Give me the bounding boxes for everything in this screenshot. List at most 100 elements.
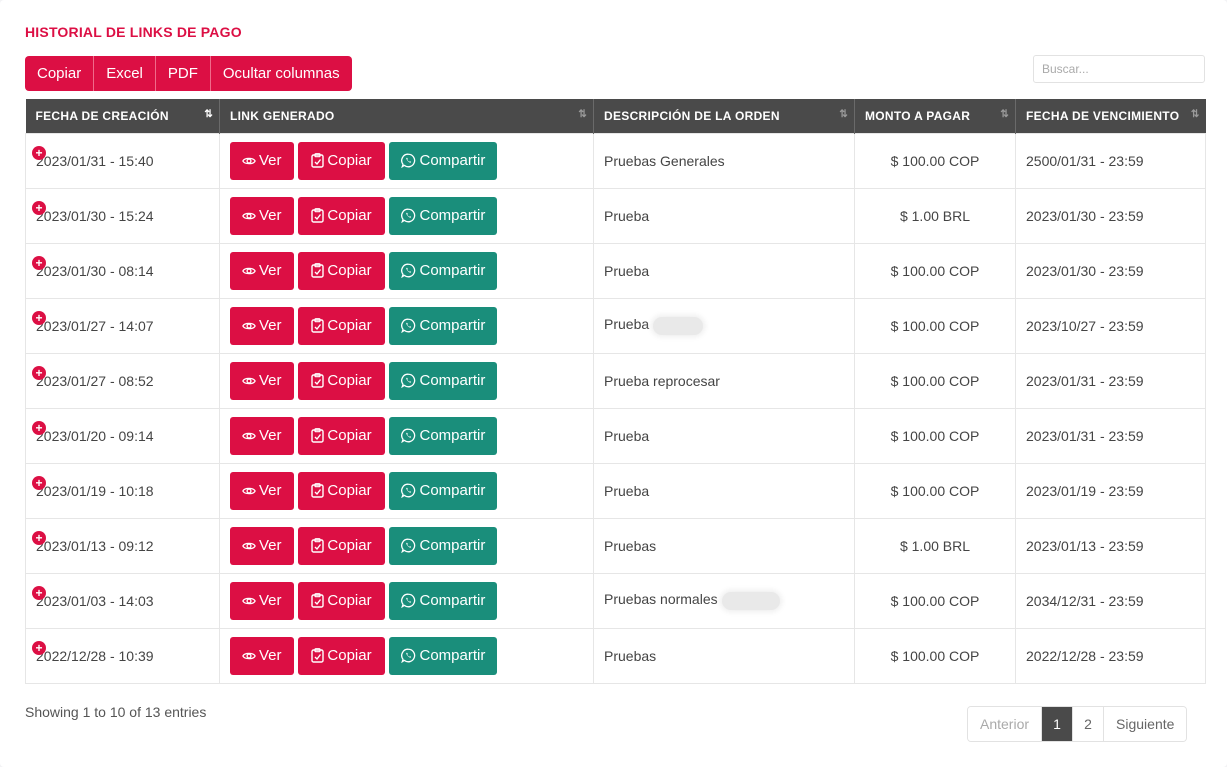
- expiration-cell: 2034/12/31 - 23:59: [1015, 572, 1206, 629]
- view-link-button[interactable]: Ver: [230, 251, 294, 290]
- expiration-cell: 2500/01/31 - 23:59: [1015, 132, 1206, 189]
- link-actions-cell: Ver Copiar Compartir: [219, 627, 594, 684]
- copy-link-button[interactable]: Copiar: [298, 251, 385, 290]
- column-header-link[interactable]: LINK GENERADO ⇅: [219, 99, 594, 133]
- expand-row-icon[interactable]: +: [32, 200, 46, 215]
- view-link-button[interactable]: Ver: [230, 581, 294, 620]
- share-whatsapp-button[interactable]: Compartir: [389, 196, 498, 235]
- created-date: 2022/12/28 - 10:39: [36, 647, 154, 664]
- share-whatsapp-button[interactable]: Compartir: [389, 361, 498, 400]
- search-input[interactable]: [1033, 55, 1205, 83]
- expand-row-icon[interactable]: +: [32, 585, 46, 600]
- created-date: 2023/01/03 - 14:03: [36, 592, 154, 609]
- expiration-cell: 2023/01/30 - 23:59: [1015, 242, 1206, 299]
- created-cell: + 2023/01/20 - 09:14: [25, 407, 220, 464]
- expiration-cell: 2023/10/27 - 23:59: [1015, 297, 1206, 354]
- sort-icon: ⇅: [839, 109, 848, 120]
- link-actions-cell: Ver Copiar Compartir: [219, 297, 594, 354]
- table-row: + 2023/01/30 - 15:24 Ver Copiar Comparti…: [25, 187, 1206, 244]
- clipboard-icon: [311, 593, 325, 608]
- pagination-prev-button[interactable]: Anterior: [968, 707, 1043, 741]
- created-cell: + 2023/01/27 - 14:07: [25, 297, 220, 354]
- created-date: 2023/01/31 - 15:40: [36, 152, 154, 169]
- whatsapp-icon: [401, 208, 416, 223]
- expand-row-icon[interactable]: +: [32, 255, 46, 270]
- description-text: Prueba: [604, 427, 650, 444]
- expand-row-icon[interactable]: +: [32, 310, 46, 325]
- view-link-button[interactable]: Ver: [230, 141, 294, 180]
- share-whatsapp-button[interactable]: Compartir: [389, 416, 498, 455]
- description-cell: Pruebas Generales: [593, 132, 855, 189]
- table-row: + 2023/01/03 - 14:03 Ver Copiar Comparti…: [25, 572, 1206, 629]
- column-header-amount[interactable]: MONTO A PAGAR ⇅: [854, 99, 1016, 133]
- created-date: 2023/01/13 - 09:12: [36, 537, 154, 554]
- column-header-created[interactable]: FECHA DE CREACIÓN ⇅: [25, 99, 220, 133]
- expiration-cell: 2023/01/30 - 23:59: [1015, 187, 1206, 244]
- share-whatsapp-button[interactable]: Compartir: [389, 526, 498, 565]
- whatsapp-icon: [401, 593, 416, 608]
- description-text: Prueba: [604, 207, 650, 224]
- share-whatsapp-button[interactable]: Compartir: [389, 306, 498, 345]
- view-link-button[interactable]: Ver: [230, 526, 294, 565]
- eye-icon: [242, 652, 256, 659]
- link-actions-cell: Ver Copiar Compartir: [219, 352, 594, 409]
- whatsapp-icon: [401, 428, 416, 443]
- view-link-button[interactable]: Ver: [230, 361, 294, 400]
- expand-row-icon[interactable]: +: [32, 420, 46, 435]
- copy-link-button[interactable]: Copiar: [298, 416, 385, 455]
- copy-link-button[interactable]: Copiar: [298, 141, 385, 180]
- copy-link-button[interactable]: Copiar: [298, 196, 385, 235]
- description-text: Prueba: [604, 262, 650, 279]
- view-link-button[interactable]: Ver: [230, 196, 294, 235]
- links-table: FECHA DE CREACIÓN ⇅ LINK GENERADO ⇅ DESCRI…: [25, 99, 1206, 684]
- expand-row-icon[interactable]: +: [32, 640, 46, 655]
- copy-table-button[interactable]: Copiar: [25, 56, 95, 91]
- export-toolbar: Copiar Excel PDF Ocultar columnas: [25, 56, 352, 91]
- view-link-button[interactable]: Ver: [230, 636, 294, 675]
- created-cell: + 2023/01/30 - 08:14: [25, 242, 220, 299]
- expiration-cell: 2023/01/13 - 23:59: [1015, 517, 1206, 574]
- share-whatsapp-button[interactable]: Compartir: [389, 251, 498, 290]
- view-link-button[interactable]: Ver: [230, 416, 294, 455]
- excel-export-button[interactable]: Excel: [94, 56, 156, 91]
- eye-icon: [242, 432, 256, 439]
- created-cell: + 2023/01/13 - 09:12: [25, 517, 220, 574]
- expiration-cell: 2023/01/31 - 23:59: [1015, 352, 1206, 409]
- amount-cell: $ 1.00 BRL: [854, 187, 1016, 244]
- copy-link-button[interactable]: Copiar: [298, 471, 385, 510]
- share-whatsapp-button[interactable]: Compartir: [389, 141, 498, 180]
- expand-row-icon[interactable]: +: [32, 475, 46, 490]
- description-text: Pruebas Generales: [604, 152, 725, 169]
- hide-columns-button[interactable]: Ocultar columnas: [210, 56, 352, 91]
- pagination-page-2[interactable]: 2: [1073, 707, 1105, 741]
- copy-link-button[interactable]: Copiar: [298, 581, 385, 620]
- link-actions-cell: Ver Copiar Compartir: [219, 462, 594, 519]
- expand-row-icon[interactable]: +: [32, 530, 46, 545]
- clipboard-icon: [311, 373, 325, 388]
- pdf-export-button[interactable]: PDF: [155, 56, 211, 91]
- created-date: 2023/01/30 - 15:24: [36, 207, 154, 224]
- column-header-description[interactable]: DESCRIPCIÓN DE LA ORDEN ⇅: [593, 99, 855, 133]
- copy-link-button[interactable]: Copiar: [298, 526, 385, 565]
- sort-desc-icon: ⇅: [204, 109, 213, 120]
- pagination-page-1[interactable]: 1: [1042, 707, 1074, 741]
- share-whatsapp-button[interactable]: Compartir: [389, 581, 498, 620]
- share-whatsapp-button[interactable]: Compartir: [389, 636, 498, 675]
- copy-link-button[interactable]: Copiar: [298, 636, 385, 675]
- copy-link-button[interactable]: Copiar: [298, 361, 385, 400]
- table-row: + 2023/01/13 - 09:12 Ver Copiar Comparti…: [25, 517, 1206, 574]
- redacted-text: [721, 591, 780, 610]
- view-link-button[interactable]: Ver: [230, 471, 294, 510]
- column-header-expiration[interactable]: FECHA DE VENCIMIENTO ⇅: [1015, 99, 1206, 133]
- expand-row-icon[interactable]: +: [32, 365, 46, 380]
- expand-row-icon[interactable]: +: [32, 145, 46, 160]
- whatsapp-icon: [401, 538, 416, 553]
- copy-link-button[interactable]: Copiar: [298, 306, 385, 345]
- description-cell: Prueba: [593, 462, 855, 519]
- pagination-next-button[interactable]: Siguiente: [1104, 707, 1187, 741]
- eye-icon: [242, 377, 256, 384]
- created-date: 2023/01/27 - 08:52: [36, 372, 154, 389]
- created-cell: + 2023/01/19 - 10:18: [25, 462, 220, 519]
- share-whatsapp-button[interactable]: Compartir: [389, 471, 498, 510]
- view-link-button[interactable]: Ver: [230, 306, 294, 345]
